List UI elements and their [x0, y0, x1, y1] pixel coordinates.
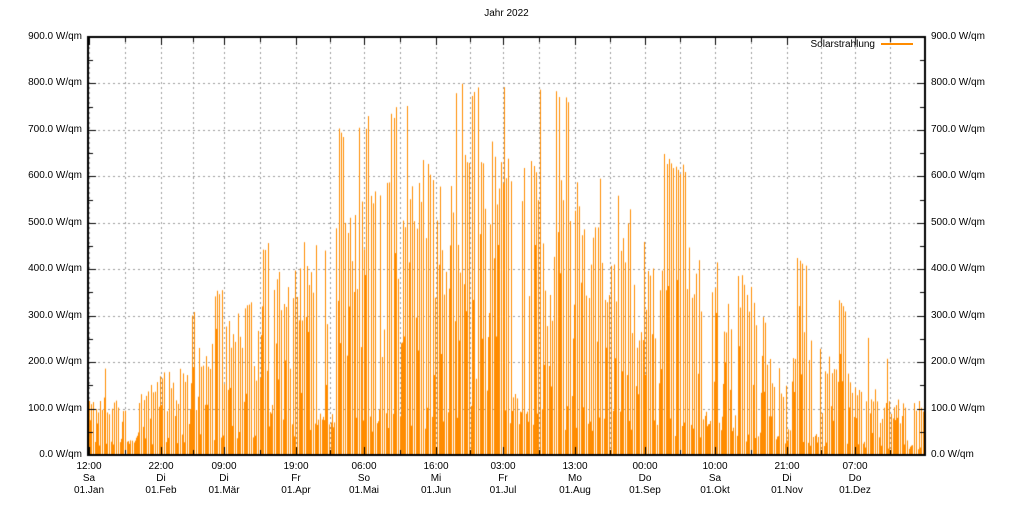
x-tick-time: 19:00: [283, 461, 309, 472]
x-tick-weekday: Mo: [568, 473, 582, 484]
x-tick-label-group: 16:00 Mi 01.Jun: [401, 461, 471, 497]
x-tick-date: 01.Apr: [281, 485, 311, 496]
x-tick-weekday: Di: [219, 473, 229, 484]
x-tick-date: 01.Sep: [629, 485, 661, 496]
y-tick-label: 200.0 W/qm: [931, 356, 985, 367]
y-tick-label: 0.0 W/qm: [39, 449, 82, 460]
x-tick-label-group: 12:00 Sa 01.Jan: [54, 461, 124, 497]
x-tick-date: 01.Okt: [700, 485, 730, 496]
x-tick-label-group: 03:00 Fr 01.Jul: [468, 461, 538, 497]
y-tick-label: 900.0 W/qm: [28, 31, 82, 42]
y-tick-label: 200.0 W/qm: [28, 356, 82, 367]
chart-title: Jahr 2022: [484, 8, 529, 19]
x-tick-date: 01.Nov: [771, 485, 803, 496]
x-tick-weekday: So: [357, 473, 371, 484]
x-tick-label-group: 21:00 Di 01.Nov: [752, 461, 822, 497]
x-tick-time: 03:00: [490, 461, 516, 472]
x-tick-date: 01.Feb: [145, 485, 177, 496]
x-tick-date: 01.Jul: [489, 485, 517, 496]
x-tick-weekday: Fr: [291, 473, 301, 484]
x-tick-weekday: Do: [848, 473, 862, 484]
x-tick-label-group: 09:00 Di 01.Mär: [189, 461, 259, 497]
y-tick-label: 300.0 W/qm: [931, 310, 985, 321]
y-tick-label: 0.0 W/qm: [931, 449, 974, 460]
x-tick-date: 01.Mai: [348, 485, 379, 496]
x-tick-weekday: Sa: [708, 473, 722, 484]
x-tick-date: 01.Mär: [208, 485, 240, 496]
x-tick-weekday: Fr: [498, 473, 508, 484]
y-tick-label: 400.0 W/qm: [931, 263, 985, 274]
x-tick-weekday: Di: [156, 473, 166, 484]
x-tick-time: 00:00: [632, 461, 658, 472]
y-tick-label: 100.0 W/qm: [28, 403, 82, 414]
x-tick-time: 13:00: [562, 461, 588, 472]
y-tick-label: 600.0 W/qm: [931, 170, 985, 181]
y-tick-label: 500.0 W/qm: [931, 217, 985, 228]
x-tick-label-group: 00:00 Do 01.Sep: [610, 461, 680, 497]
x-tick-weekday: Sa: [82, 473, 96, 484]
x-tick-label-group: 13:00 Mo 01.Aug: [540, 461, 610, 497]
x-tick-time: 16:00: [423, 461, 449, 472]
y-tick-label: 400.0 W/qm: [28, 263, 82, 274]
x-tick-time: 22:00: [148, 461, 174, 472]
x-tick-label-group: 19:00 Fr 01.Apr: [261, 461, 331, 497]
x-tick-time: 07:00: [842, 461, 868, 472]
x-tick-label-group: 06:00 So 01.Mai: [329, 461, 399, 497]
x-tick-date: 01.Dez: [839, 485, 871, 496]
y-tick-label: 300.0 W/qm: [28, 310, 82, 321]
x-tick-time: 09:00: [211, 461, 237, 472]
x-tick-weekday: Mi: [430, 473, 442, 484]
x-tick-date: 01.Aug: [559, 485, 591, 496]
x-tick-time: 12:00: [76, 461, 102, 472]
x-tick-weekday: Do: [638, 473, 652, 484]
y-tick-label: 800.0 W/qm: [931, 77, 985, 88]
legend-label: Solarstrahlung: [810, 39, 875, 50]
y-tick-label: 700.0 W/qm: [931, 124, 985, 135]
x-tick-label-group: 07:00 Do 01.Dez: [820, 461, 890, 497]
x-tick-date: 01.Jun: [420, 485, 452, 496]
legend-line-sample: [881, 43, 913, 45]
x-tick-label-group: 22:00 Di 01.Feb: [126, 461, 196, 497]
y-tick-label: 100.0 W/qm: [931, 403, 985, 414]
y-tick-label: 800.0 W/qm: [28, 77, 82, 88]
x-tick-label-group: 10:00 Sa 01.Okt: [680, 461, 750, 497]
y-tick-label: 500.0 W/qm: [28, 217, 82, 228]
y-tick-label: 600.0 W/qm: [28, 170, 82, 181]
x-tick-date: 01.Jan: [73, 485, 105, 496]
y-tick-label: 900.0 W/qm: [931, 31, 985, 42]
x-tick-time: 06:00: [351, 461, 377, 472]
y-tick-label: 700.0 W/qm: [28, 124, 82, 135]
x-tick-time: 10:00: [702, 461, 728, 472]
x-tick-weekday: Di: [782, 473, 792, 484]
x-tick-time: 21:00: [774, 461, 800, 472]
